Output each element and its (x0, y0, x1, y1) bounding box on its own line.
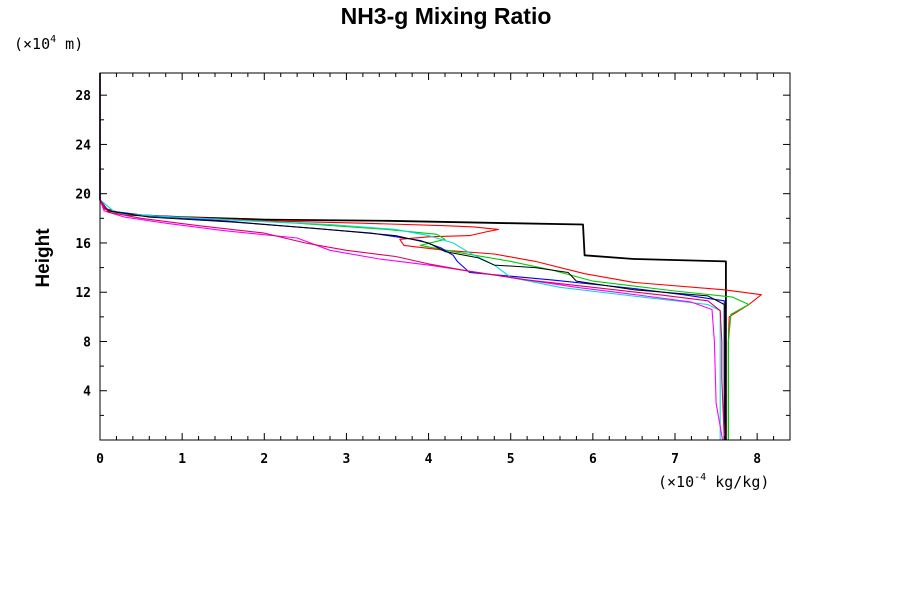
series-line-3 (99, 73, 750, 440)
x-tick-label: 5 (507, 452, 515, 467)
x-tick-label: 1 (178, 452, 186, 467)
y-tick-label: 20 (75, 188, 91, 203)
y-tick-label: 16 (75, 237, 91, 252)
series-line-5 (99, 73, 721, 440)
x-tick-label: 4 (425, 452, 433, 467)
x-tick-label: 0 (96, 452, 104, 467)
y-axis-unit: (×104 m) (14, 34, 83, 53)
chart-title: NH3-g Mixing Ratio (341, 3, 552, 29)
x-tick-label: 7 (671, 452, 679, 467)
series-layer (99, 73, 762, 441)
y-tick-label: 12 (75, 286, 91, 301)
y-axis-label: Height (33, 228, 54, 288)
x-tick-label: 2 (260, 452, 268, 467)
x-tick-label: 3 (343, 452, 351, 467)
x-tick-label: 8 (753, 452, 761, 467)
y-tick-label: 28 (75, 89, 91, 104)
series-line-2 (99, 73, 762, 440)
y-tick-label: 24 (75, 138, 91, 153)
series-line-4 (99, 73, 725, 440)
series-line-6 (99, 73, 724, 441)
y-tick-label: 4 (83, 385, 91, 400)
x-tick-label: 6 (589, 452, 597, 467)
series-line-7 (99, 73, 725, 440)
plot-frame (99, 72, 791, 441)
series-line-8 (99, 73, 725, 441)
x-axis-unit: (×10-4 kg/kg) (658, 472, 769, 491)
y-tick-label: 8 (83, 335, 91, 350)
series-line-1 (99, 73, 727, 440)
